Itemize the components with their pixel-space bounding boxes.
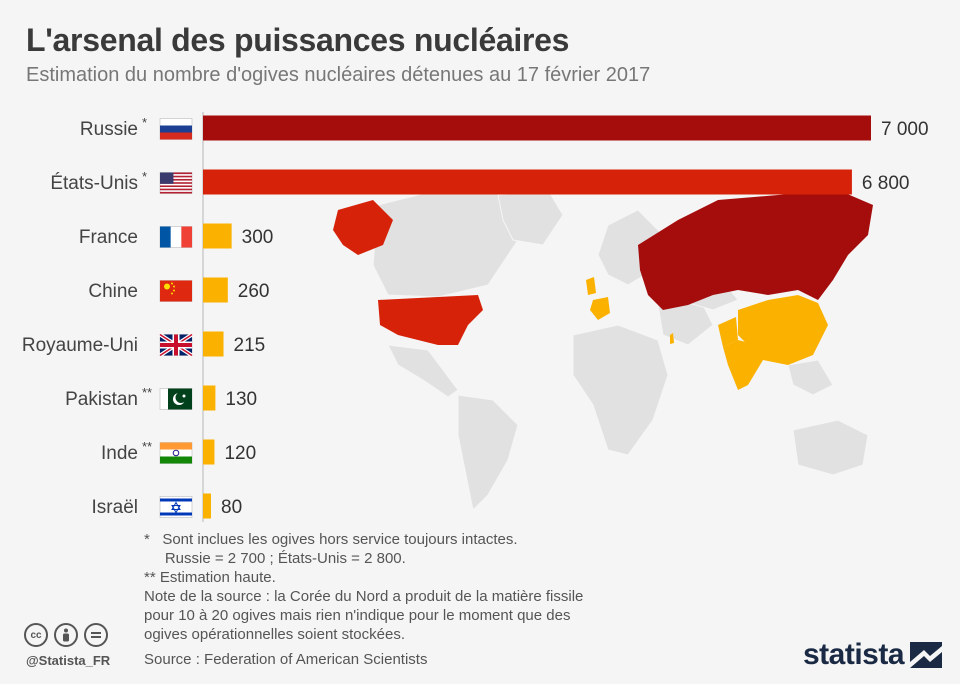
bar: [203, 169, 852, 195]
data-label: 130: [225, 389, 257, 410]
page-subtitle: Estimation du nombre d'ogives nucléaires…: [26, 64, 651, 86]
source-text: Source : Federation of American Scientis…: [144, 651, 428, 668]
footnote-line: Note de la source : la Corée du Nord a p…: [144, 588, 584, 605]
cc-icon[interactable]: cc: [24, 623, 48, 647]
category-labels: Russie * États-Unis * France Chine Royaume-Uni…: [22, 115, 152, 518]
india-flag-icon: [159, 442, 193, 464]
map-south-america: [457, 394, 519, 512]
by-icon[interactable]: [54, 623, 78, 647]
map-usa: [378, 295, 483, 345]
data-label: 7 000: [881, 119, 929, 140]
tick-label: Russie: [80, 119, 138, 140]
bar: [203, 223, 232, 249]
data-label: 260: [238, 281, 270, 302]
tick-marker: **: [142, 439, 152, 454]
data-label: 80: [221, 497, 242, 518]
social-handle[interactable]: @Statista_FR: [26, 653, 111, 668]
bar: [203, 331, 224, 357]
bar: [203, 493, 211, 519]
map-southeast-asia: [787, 359, 834, 396]
data-label: 300: [242, 227, 274, 248]
map-france: [590, 297, 610, 320]
bars: [203, 115, 871, 519]
map-china: [738, 295, 828, 365]
map-pakistan: [718, 317, 738, 347]
tick-label: Royaume-Uni: [22, 335, 138, 356]
data-label: 6 800: [862, 173, 910, 194]
map-india: [723, 340, 763, 390]
footnote-line: Russie = 2 700 ; États-Unis = 2 800.: [144, 550, 406, 567]
uk-flag-icon: [158, 332, 194, 358]
bar: [203, 115, 871, 141]
world-map-illustration: [333, 189, 873, 512]
map-russia: [638, 190, 873, 310]
usa-flag-icon: [159, 172, 193, 194]
page-title: L'arsenal des puissances nucléaires: [26, 22, 570, 58]
footnotes: * Sont inclues les ogives hors service t…: [144, 530, 583, 644]
tick-marker: **: [142, 385, 152, 400]
footnote-line: ogives opérationnelles soient stockées.: [144, 626, 405, 643]
value-labels: 7 000 6 800 300 260 215 130 120 80: [221, 119, 929, 518]
data-label: 215: [234, 335, 266, 356]
tick-label: États-Unis: [50, 173, 138, 194]
tick-label: Inde: [101, 443, 138, 464]
pakistan-flag-icon: [159, 388, 193, 410]
bar: [203, 385, 216, 411]
tick-label: Pakistan: [65, 389, 138, 410]
tick-label: France: [79, 227, 138, 248]
france-flag-icon: [159, 226, 193, 248]
license-icons: cc: [24, 623, 108, 647]
tick-label: Chine: [88, 281, 138, 302]
country-flags: [158, 118, 194, 518]
map-mexico: [387, 344, 459, 398]
russia-flag-icon: [159, 118, 193, 140]
bar: [203, 277, 228, 303]
tick-marker: *: [142, 169, 147, 184]
statista-logo-icon: [910, 642, 943, 668]
footnote-line: ** Estimation haute.: [144, 569, 276, 586]
tick-marker: *: [142, 115, 147, 130]
map-australia: [792, 419, 869, 476]
tick-label: Israël: [92, 497, 138, 518]
footnote-line: pour 10 à 20 ogives mais rien n'indique …: [144, 607, 571, 624]
china-flag-icon: [159, 280, 193, 302]
israel-flag-icon: [159, 496, 193, 518]
brand-name: statista: [803, 638, 905, 671]
map-alaska: [333, 200, 393, 255]
statista-brand[interactable]: statista: [803, 638, 943, 672]
bar: [203, 439, 215, 465]
map-africa: [572, 324, 669, 456]
data-label: 120: [224, 443, 256, 464]
map-israel: [670, 333, 674, 344]
nd-icon[interactable]: [84, 623, 108, 647]
map-uk: [586, 277, 596, 295]
footnote-line: * Sont inclues les ogives hors service t…: [144, 531, 518, 548]
